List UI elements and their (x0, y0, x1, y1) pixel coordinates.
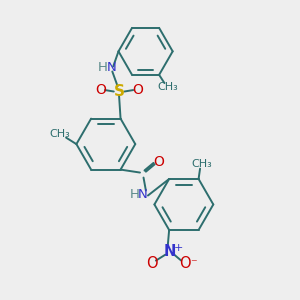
Text: N: N (164, 244, 176, 259)
Text: O: O (153, 155, 164, 169)
Text: ⁻: ⁻ (190, 257, 196, 270)
Text: N: N (138, 188, 148, 200)
Text: O: O (179, 256, 190, 271)
Text: O: O (146, 256, 158, 271)
Text: N: N (106, 61, 116, 74)
Text: H: H (98, 61, 107, 74)
Text: S: S (114, 84, 124, 99)
Text: O: O (95, 83, 106, 97)
Text: CH₃: CH₃ (192, 159, 212, 169)
Text: O: O (132, 83, 143, 97)
Text: CH₃: CH₃ (50, 129, 70, 139)
Text: H: H (130, 188, 140, 200)
Text: +: + (173, 243, 183, 253)
Text: CH₃: CH₃ (157, 82, 178, 92)
